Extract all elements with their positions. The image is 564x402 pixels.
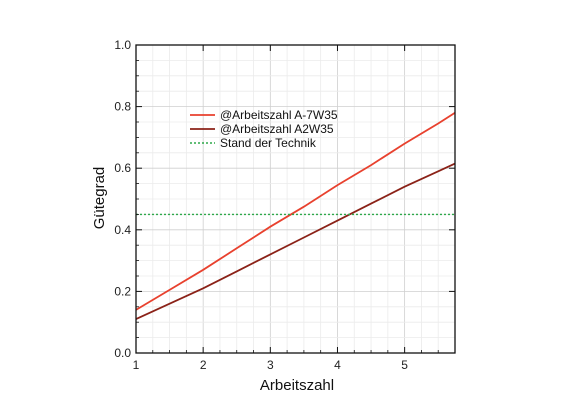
x-tick-label: 3 xyxy=(267,358,274,372)
x-tick-label: 5 xyxy=(401,358,408,372)
x-tick-label: 2 xyxy=(200,358,207,372)
axis-ticks: 1 2 3 4 5 0.0 0.2 0.4 0.6 0.8 1.0 xyxy=(114,38,455,372)
series-line-a2w35 xyxy=(135,162,456,320)
legend-label-a2w35: @Arbeitszahl A2W35 xyxy=(220,122,334,136)
x-tick-label: 1 xyxy=(133,358,140,372)
y-tick-label: 0.4 xyxy=(114,223,131,237)
series-lines xyxy=(135,112,456,320)
grid xyxy=(136,45,455,353)
legend: @Arbeitszahl A-7W35 @Arbeitszahl A2W35 S… xyxy=(190,108,338,150)
series-line-a7w35 xyxy=(135,112,456,311)
y-tick-label: 0.6 xyxy=(114,161,131,175)
y-tick-label: 0.8 xyxy=(114,100,131,114)
y-axis-title: Gütegrad xyxy=(91,167,108,230)
legend-label-stand-der-technik: Stand der Technik xyxy=(220,136,317,150)
legend-label-a7w35: @Arbeitszahl A-7W35 xyxy=(220,108,338,122)
x-axis-title: Arbeitszahl xyxy=(260,377,334,394)
y-tick-label: 0.0 xyxy=(114,346,131,360)
y-tick-label: 1.0 xyxy=(114,38,131,52)
x-tick-label: 4 xyxy=(334,358,341,372)
y-tick-label: 0.2 xyxy=(114,284,131,298)
